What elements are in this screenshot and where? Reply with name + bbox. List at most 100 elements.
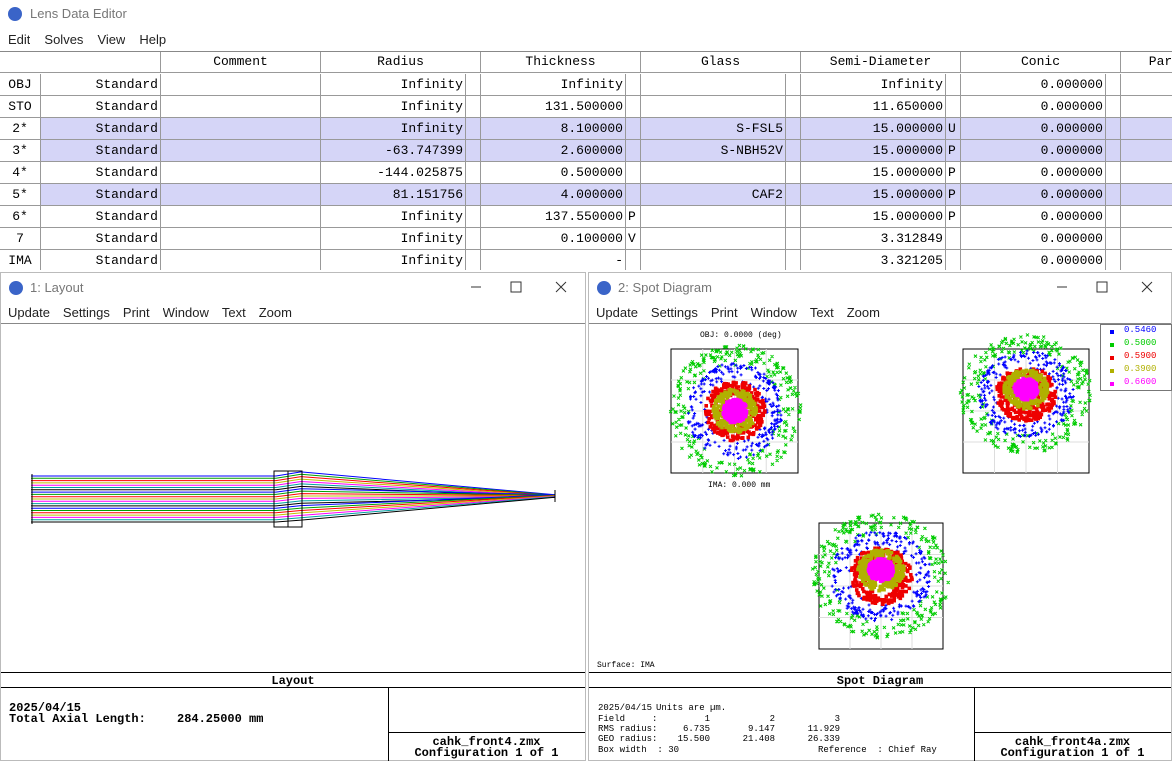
- cell-par: [1120, 118, 1172, 140]
- cell-thickness-solve: [625, 140, 640, 162]
- menu-item[interactable]: Settings: [650, 305, 698, 320]
- cell-thickness: 8.100000: [480, 118, 625, 140]
- cell-par: [1120, 184, 1172, 206]
- cell-surface: 7: [0, 228, 40, 250]
- legend-marker: [1110, 356, 1114, 360]
- cell-radius-solve: [465, 140, 480, 162]
- cell-thickness-solve: [625, 162, 640, 184]
- cell-conic-solve: [1105, 118, 1120, 140]
- table-row[interactable]: OBJ Standard Infinity Infinity Infinity 0.000…: [0, 74, 1172, 96]
- table-row[interactable]: 2* Standard Infinity 8.100000 S-FSL5 15.00000…: [0, 118, 1172, 140]
- cell-sd-solve: [945, 96, 960, 118]
- stats-cell: 26.339: [807, 734, 840, 744]
- cell-par: [1120, 140, 1172, 162]
- cell-surface: 2*: [0, 118, 40, 140]
- footer-right-box: [974, 688, 1171, 761]
- table-row[interactable]: 4* Standard -144.025875 0.500000 15.000000 P 0…: [0, 162, 1172, 184]
- date: 2025/04/15: [9, 701, 82, 715]
- cell-semi-diameter: 15.000000: [800, 162, 945, 184]
- cell-thickness: 131.500000: [480, 96, 625, 118]
- stats-cell: 9.147: [747, 724, 775, 734]
- menu-item[interactable]: Text: [809, 305, 834, 320]
- cell-sd-solve: P: [945, 140, 960, 162]
- menu-item[interactable]: Solves: [44, 32, 84, 47]
- footer-right-box: [388, 688, 585, 761]
- cell-radius-solve: [465, 96, 480, 118]
- cell-semi-diameter: Infinity: [800, 74, 945, 96]
- menu-item[interactable]: Print: [710, 305, 738, 320]
- cell-comment: [160, 96, 320, 118]
- cell-par: [1120, 74, 1172, 96]
- cell-surface: 4*: [0, 162, 40, 184]
- cell-conic-solve: [1105, 184, 1120, 206]
- cell-comment: [160, 184, 320, 206]
- cell-semi-diameter: 15.000000: [800, 206, 945, 228]
- footer-file-box: [974, 732, 1171, 761]
- menu-item[interactable]: Window: [750, 305, 797, 320]
- cell-comment: [160, 140, 320, 162]
- cell-radius: 81.151756: [320, 184, 465, 206]
- cell-glass: CAF2: [640, 184, 785, 206]
- menu-item[interactable]: Print: [122, 305, 150, 320]
- plot-label: Layout: [1, 672, 585, 688]
- cell-glass: [640, 250, 785, 270]
- cell-radius-solve: [465, 118, 480, 140]
- menu-item[interactable]: Text: [221, 305, 246, 320]
- cell-conic-solve: [1105, 206, 1120, 228]
- cell-conic: 0.000000: [960, 250, 1105, 270]
- cell-par: [1120, 250, 1172, 270]
- menu-item[interactable]: Settings: [62, 305, 110, 320]
- cell-comment: [160, 118, 320, 140]
- cell-sd-solve: [945, 228, 960, 250]
- stats-cell: :: [652, 714, 658, 724]
- window-title: Lens Data Editor: [30, 6, 127, 21]
- cell-comment: [160, 228, 320, 250]
- cell-glass-solve: [785, 184, 800, 206]
- legend-label: 0.5000: [1124, 338, 1157, 348]
- legend-marker: [1110, 369, 1114, 373]
- cell-radius-solve: [465, 162, 480, 184]
- cell-radius-solve: [465, 206, 480, 228]
- cell-glass: S-FSL5: [640, 118, 785, 140]
- menu-item[interactable]: Update: [596, 305, 638, 320]
- menu-item[interactable]: Edit: [8, 32, 31, 47]
- field-label: OBJ: 0.0000 (deg): [700, 331, 782, 340]
- cell-glass-solve: [785, 228, 800, 250]
- cell-thickness: Infinity: [480, 74, 625, 96]
- menu-item[interactable]: View: [97, 32, 126, 47]
- cell-sd-solve: P: [945, 162, 960, 184]
- table-row[interactable]: 6* Standard Infinity 137.550000 P 15.000000 P 0…: [0, 206, 1172, 228]
- spot-points: [866, 557, 896, 584]
- table-row[interactable]: 7 Standard Infinity 0.100000 V 3.312849 0.0000…: [0, 228, 1172, 250]
- cell-comment: [160, 74, 320, 96]
- spot-points: [977, 349, 1075, 438]
- cell-glass-solve: [785, 74, 800, 96]
- file-name: cahk_front4a.zmx: [1014, 735, 1131, 749]
- column-header: Par: [1120, 52, 1172, 73]
- cell-glass: S-NBH52V: [640, 140, 785, 162]
- cell-surface: 5*: [0, 184, 40, 206]
- table-row[interactable]: IMA Standard Infinity - 3.321205 0.000000: [0, 250, 1172, 270]
- cell-radius: Infinity: [320, 228, 465, 250]
- cell-radius-solve: [465, 250, 480, 270]
- menu-item[interactable]: Window: [162, 305, 209, 320]
- table-row[interactable]: STO Standard Infinity 131.500000 11.650000 0.…: [0, 96, 1172, 118]
- menu-item[interactable]: Help: [139, 32, 167, 47]
- cell-comment: [160, 250, 320, 270]
- menu-item[interactable]: Zoom: [846, 305, 880, 320]
- cell-thickness-solve: V: [625, 228, 640, 250]
- app-icon: [9, 281, 23, 295]
- total-label: Total Axial Length:: [9, 712, 146, 726]
- table-row[interactable]: 3* Standard -63.747399 2.600000 S-NBH52V 15.0…: [0, 140, 1172, 162]
- cell-glass-solve: [785, 250, 800, 270]
- cell-surface: OBJ: [0, 74, 40, 96]
- field-label: IMA: 0.000 mm: [708, 481, 771, 490]
- table-row[interactable]: 5* Standard 81.151756 4.000000 CAF2 15.000000…: [0, 184, 1172, 206]
- menu-item[interactable]: Update: [8, 305, 50, 320]
- legend-marker: [1110, 343, 1114, 347]
- close-button: [1141, 281, 1153, 293]
- menu-item[interactable]: Zoom: [258, 305, 292, 320]
- cell-radius: Infinity: [320, 74, 465, 96]
- window-controls[interactable]: [466, 279, 576, 295]
- window-controls[interactable]: [1052, 279, 1162, 295]
